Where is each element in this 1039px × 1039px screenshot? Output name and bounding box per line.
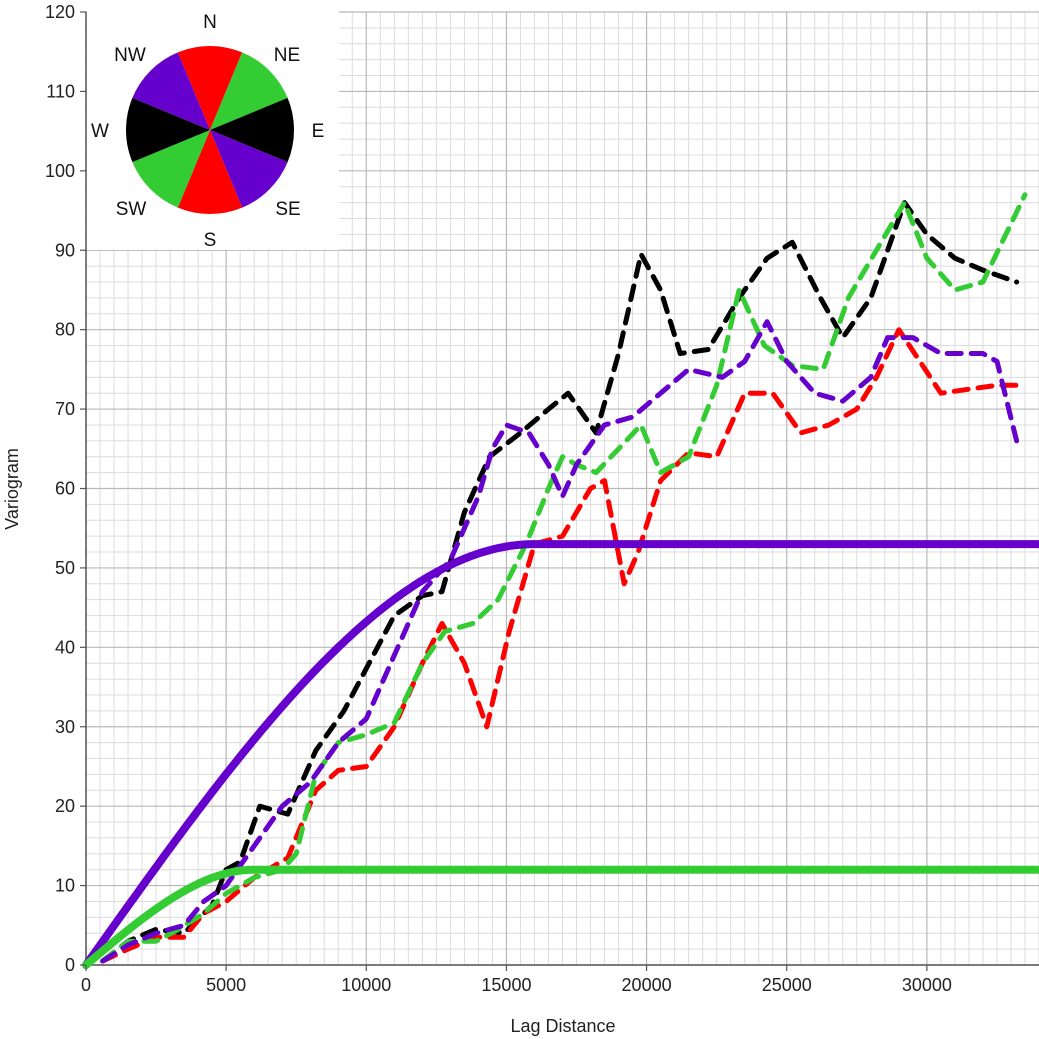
compass-wedge-n bbox=[177, 45, 243, 131]
x-axis-title: Lag Distance bbox=[510, 1016, 615, 1036]
model-curve-minor bbox=[82, 865, 1039, 969]
x-tick-label: 10000 bbox=[341, 975, 391, 995]
series-line-nw-se bbox=[100, 319, 1020, 964]
x-tick-label: 15000 bbox=[481, 975, 531, 995]
y-tick-label: 30 bbox=[55, 717, 75, 737]
x-tick-label: 5000 bbox=[206, 975, 246, 995]
compass-wedge-w bbox=[125, 97, 210, 163]
y-tick-label: 100 bbox=[45, 161, 75, 181]
compass-label-n: N bbox=[203, 12, 217, 33]
series-line-e-w bbox=[100, 200, 1020, 964]
y-tick-label: 80 bbox=[55, 320, 75, 340]
compass-wedge-se bbox=[210, 130, 288, 208]
experimental-variograms bbox=[100, 192, 1028, 964]
x-tick-label: 20000 bbox=[622, 975, 672, 995]
y-tick-label: 20 bbox=[55, 796, 75, 816]
y-tick-label: 60 bbox=[55, 479, 75, 499]
y-tick-label: 120 bbox=[45, 2, 75, 22]
compass-rose: N NE E SE S SW W NW bbox=[87, 8, 339, 251]
compass-label-w: W bbox=[91, 121, 109, 142]
y-axis-title: Variogram bbox=[2, 448, 22, 530]
compass-wedge-ne bbox=[210, 52, 288, 130]
model-variograms bbox=[82, 540, 1039, 969]
compass-label-s: S bbox=[204, 230, 217, 251]
y-tick-label: 10 bbox=[55, 876, 75, 896]
compass-wedges bbox=[125, 45, 295, 215]
compass-label-ne: NE bbox=[274, 45, 300, 66]
compass-label-se: SE bbox=[275, 199, 300, 220]
y-tick-label: 110 bbox=[46, 81, 75, 101]
y-tick-label: 70 bbox=[55, 399, 75, 419]
compass-label-e: E bbox=[312, 121, 325, 142]
y-tick-label: 0 bbox=[65, 955, 75, 975]
compass-label-nw: NW bbox=[114, 45, 146, 66]
y-tick-label: 90 bbox=[55, 240, 75, 260]
model-curve-major bbox=[82, 540, 1039, 969]
compass-wedge-nw bbox=[132, 52, 210, 130]
compass-wedge-e bbox=[210, 97, 295, 163]
y-tick-label: 40 bbox=[55, 637, 75, 657]
compass-wedge-sw bbox=[132, 130, 210, 208]
series-line-ne-sw bbox=[100, 192, 1028, 964]
compass-label-sw: SW bbox=[116, 199, 147, 220]
x-tick-label: 25000 bbox=[762, 975, 812, 995]
y-tick-label: 50 bbox=[55, 558, 75, 578]
x-tick-label: 0 bbox=[81, 975, 91, 995]
x-tick-label: 30000 bbox=[902, 975, 952, 995]
tick-labels: 0 5000 10000 15000 20000 25000 30000 0 10 20 30 40 5… bbox=[45, 2, 952, 995]
compass-wedge-s bbox=[177, 130, 243, 215]
